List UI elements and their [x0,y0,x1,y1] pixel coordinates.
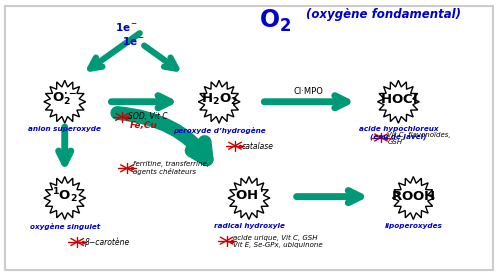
Text: peroxyde d’hydrogène: peroxyde d’hydrogène [173,126,265,133]
Text: Vit C, flavonoïdes,
GSH: Vit C, flavonoïdes, GSH [387,131,451,145]
Text: $\mathbf{O_2^{\bullet-}}$: $\mathbf{O_2^{\bullet-}}$ [52,91,78,107]
Text: $\mathbf{O_2}$: $\mathbf{O_2}$ [259,8,291,34]
Text: $\mathbf{1e^-}$: $\mathbf{1e^-}$ [116,21,138,33]
Polygon shape [44,177,86,219]
Text: β−carotène: β−carotène [84,238,129,247]
Text: $\mathbf{HOCl}$: $\mathbf{HOCl}$ [379,92,417,106]
Text: anion superoxyde: anion superoxyde [28,126,101,133]
Text: radical hydroxyle: radical hydroxyle [214,223,284,229]
Polygon shape [228,177,270,219]
Text: Cl·MPO: Cl·MPO [294,87,324,96]
Text: ferritine, transferrine,
agents chélateurs: ferritine, transferrine, agents chélateu… [133,161,210,175]
Text: oxygène singulet: oxygène singulet [29,223,100,230]
Text: acide hypochloreux
(eau de Javel): acide hypochloreux (eau de Javel) [359,126,438,140]
Text: $\mathbf{OH^\bullet}$: $\mathbf{OH^\bullet}$ [235,190,263,203]
Text: $\mathbf{ROOH}$: $\mathbf{ROOH}$ [391,190,436,203]
Polygon shape [44,80,86,123]
Text: lipoperoxydes: lipoperoxydes [384,223,442,229]
Text: (oxygène fondamental): (oxygène fondamental) [306,8,461,21]
Polygon shape [198,80,240,123]
Text: SOD, Vit C: SOD, Vit C [128,112,168,121]
Text: $\mathbf{H_2O_2}$: $\mathbf{H_2O_2}$ [201,92,238,106]
FancyBboxPatch shape [5,6,493,270]
Text: Fe,Cu: Fe,Cu [129,121,157,130]
Polygon shape [392,177,434,219]
Text: $\mathbf{1e^-}$: $\mathbf{1e^-}$ [122,35,145,47]
Text: catalase: catalase [242,142,273,151]
Text: $\mathbf{^1O_2}$: $\mathbf{^1O_2}$ [52,186,78,205]
Polygon shape [377,80,419,123]
Text: acide urique, Vit C, GSH
Vit E, Se-GPx, ubiquinone: acide urique, Vit C, GSH Vit E, Se-GPx, … [233,235,323,248]
